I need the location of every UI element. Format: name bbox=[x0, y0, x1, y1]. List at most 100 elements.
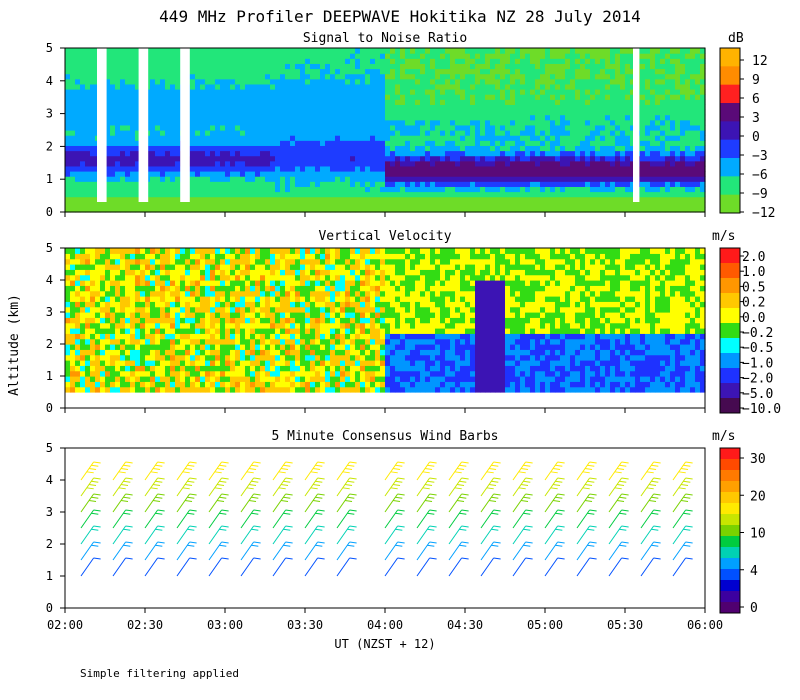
snr-cell bbox=[365, 53, 371, 59]
snr-cell bbox=[225, 119, 231, 126]
snr-cell bbox=[155, 201, 161, 208]
velocity-cell bbox=[120, 248, 126, 254]
snr-cell bbox=[235, 99, 241, 105]
snr-cell bbox=[475, 89, 481, 95]
snr-cell bbox=[685, 104, 691, 111]
snr-cell bbox=[455, 124, 461, 131]
snr-cell bbox=[305, 206, 311, 213]
snr-cell bbox=[235, 171, 241, 177]
snr-cell bbox=[170, 206, 176, 213]
snr-cell bbox=[645, 196, 651, 203]
snr-cell bbox=[495, 94, 501, 100]
snr-cell bbox=[235, 130, 241, 136]
velocity-panel-title: Vertical Velocity bbox=[318, 229, 451, 244]
snr-cell bbox=[450, 145, 456, 152]
snr-cell bbox=[400, 165, 406, 172]
snr-cell bbox=[560, 165, 566, 172]
snr-cell bbox=[340, 171, 346, 177]
snr-cell bbox=[385, 201, 391, 208]
snr-cell bbox=[655, 130, 661, 136]
snr-cell bbox=[225, 165, 231, 172]
velocity-cell bbox=[135, 338, 141, 345]
velocity-cell bbox=[190, 344, 196, 350]
snr-cell bbox=[660, 140, 666, 146]
snr-cell bbox=[415, 165, 421, 172]
snr-cell bbox=[650, 99, 656, 105]
velocity-cell bbox=[165, 365, 171, 372]
velocity-cell bbox=[135, 306, 141, 313]
snr-cell bbox=[620, 124, 626, 131]
velocity-cell bbox=[120, 306, 126, 313]
snr-cell bbox=[215, 58, 221, 64]
snr-cell bbox=[155, 114, 161, 121]
velocity-cell bbox=[120, 365, 126, 372]
snr-cell bbox=[285, 206, 291, 213]
velocity-cell bbox=[145, 253, 151, 260]
snr-cell bbox=[355, 119, 361, 126]
snr-cell bbox=[150, 196, 156, 203]
snr-cell bbox=[575, 135, 581, 141]
snr-cell bbox=[645, 104, 651, 111]
snr-cell bbox=[375, 48, 381, 54]
velocity-cell bbox=[120, 280, 126, 286]
snr-cell bbox=[280, 181, 286, 187]
snr-cell bbox=[190, 165, 196, 172]
snr-cell bbox=[360, 160, 366, 167]
snr-cell bbox=[380, 160, 386, 167]
snr-cell bbox=[515, 160, 521, 167]
snr-cell bbox=[245, 99, 251, 105]
snr-cell bbox=[340, 109, 346, 116]
snr-cell bbox=[540, 150, 546, 157]
snr-cell bbox=[150, 181, 156, 187]
snr-cell bbox=[415, 109, 421, 116]
snr-cell bbox=[105, 165, 111, 172]
snr-cell bbox=[295, 124, 301, 131]
velocity-cell bbox=[215, 312, 221, 318]
velocity-cell bbox=[140, 248, 146, 254]
snr-cell bbox=[435, 191, 441, 198]
velocity-cell bbox=[80, 354, 86, 361]
snr-cell bbox=[190, 99, 196, 105]
snr-data-gap bbox=[97, 48, 107, 202]
snr-cell bbox=[570, 130, 576, 136]
snr-cell bbox=[235, 58, 241, 64]
snr-cell bbox=[480, 165, 486, 172]
snr-cell bbox=[365, 196, 371, 203]
snr-cell bbox=[605, 191, 611, 198]
velocity-cell bbox=[165, 269, 171, 276]
snr-cell bbox=[215, 53, 221, 59]
velocity-cell bbox=[135, 264, 141, 270]
velocity-cell bbox=[175, 376, 181, 382]
snr-cell bbox=[535, 48, 541, 54]
snr-cell bbox=[210, 206, 216, 213]
snr-cell bbox=[375, 124, 381, 131]
snr-cell bbox=[345, 94, 351, 100]
snr-cell bbox=[445, 140, 451, 146]
colorbar-swatch bbox=[720, 66, 740, 86]
snr-cell bbox=[340, 124, 346, 131]
velocity-cell bbox=[85, 376, 91, 382]
snr-cell bbox=[275, 196, 281, 203]
snr-cell bbox=[390, 176, 396, 182]
velocity-cell bbox=[185, 322, 191, 329]
snr-cell bbox=[105, 73, 111, 80]
snr-cell bbox=[300, 124, 306, 131]
snr-cell bbox=[640, 135, 646, 141]
snr-cell bbox=[435, 124, 441, 131]
snr-cell bbox=[155, 73, 161, 80]
snr-cell bbox=[260, 94, 266, 100]
snr-cell bbox=[525, 53, 531, 59]
snr-cell bbox=[515, 176, 521, 182]
snr-cell bbox=[595, 206, 601, 213]
snr-cell bbox=[190, 135, 196, 141]
snr-cell bbox=[690, 191, 696, 198]
snr-cell bbox=[560, 48, 566, 54]
snr-cell bbox=[470, 109, 476, 116]
snr-cell bbox=[650, 130, 656, 136]
snr-cell bbox=[370, 160, 376, 167]
snr-cell bbox=[105, 206, 111, 213]
snr-cell bbox=[160, 155, 166, 162]
snr-cell bbox=[650, 155, 656, 162]
snr-cell bbox=[240, 186, 246, 193]
snr-cell bbox=[700, 104, 706, 111]
